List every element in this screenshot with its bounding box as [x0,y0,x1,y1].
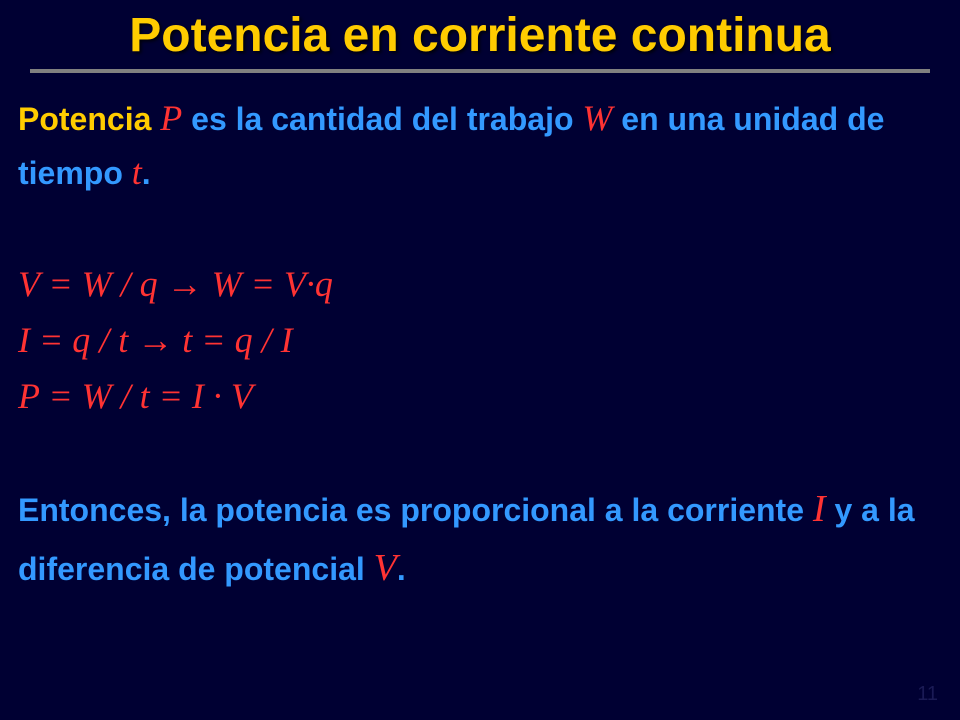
text-segment: . [142,155,151,191]
symbol-W: W [582,98,612,138]
text-segment [151,101,160,137]
symbol-I: I [813,488,826,530]
conclusion-paragraph: Entonces, la potencia es proporcional a … [18,480,942,598]
equation-line-2: I = q / t → t = q / I [18,313,942,369]
title-divider [30,69,930,73]
text-segment: Entonces, la potencia es proporcional a … [18,492,813,528]
slide-content: Potencia P es la cantidad del trabajo W … [0,91,960,598]
topic-word: Potencia [18,101,151,137]
symbol-t: t [132,152,142,192]
equations-block: V = W / q → W = V·q I = q / t → t = q / … [18,257,942,424]
slide: Potencia en corriente continua Potencia … [0,0,960,720]
symbol-V: V [374,547,397,589]
symbol-P: P [160,98,182,138]
definition-paragraph: Potencia P es la cantidad del trabajo W … [18,91,942,199]
text-segment: . [397,551,406,587]
page-number: 11 [917,683,938,706]
equation-line-1: V = W / q → W = V·q [18,257,942,313]
slide-title: Potencia en corriente continua [0,0,960,69]
equation-line-3: P = W / t = I · V [18,369,942,425]
text-segment: es la cantidad del trabajo [182,101,582,137]
